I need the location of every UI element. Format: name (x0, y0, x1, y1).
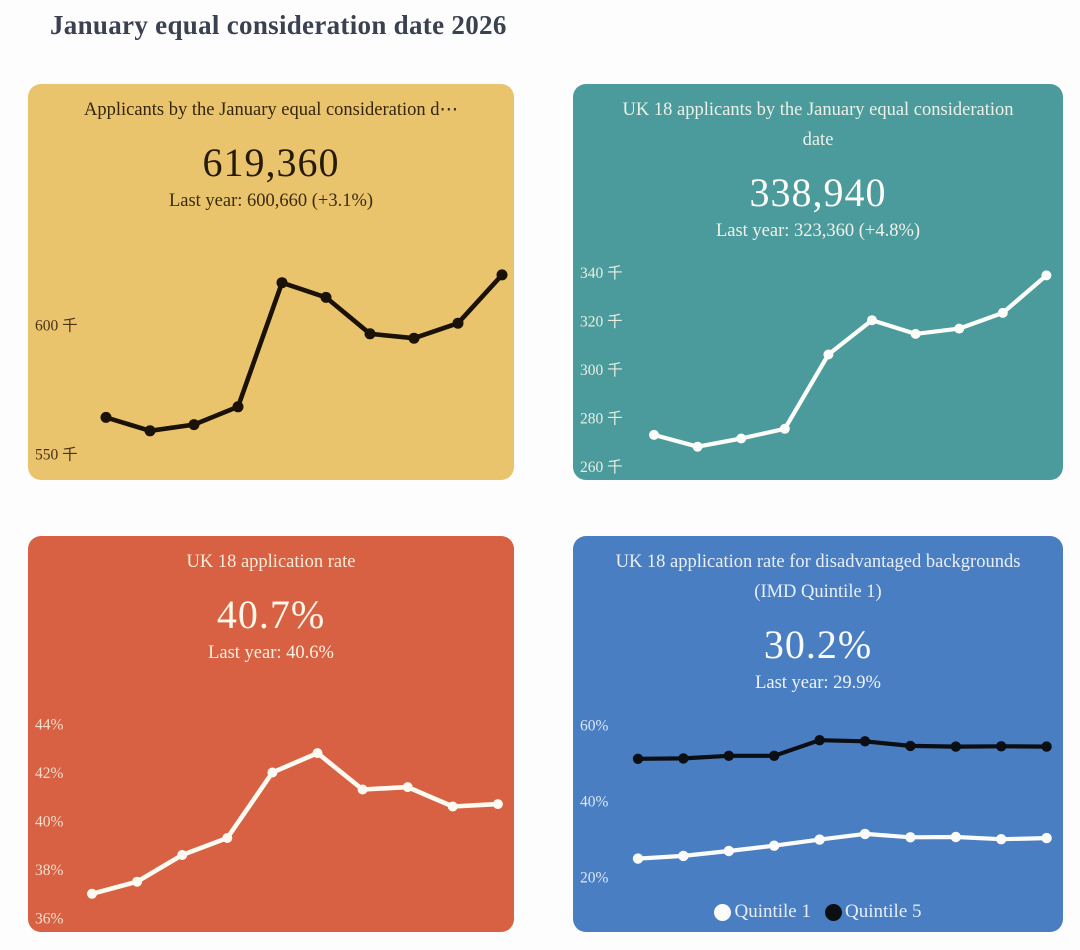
data-point (276, 277, 288, 289)
data-point (267, 767, 278, 778)
quintile1-dot-icon (714, 903, 732, 921)
data-point (823, 349, 834, 360)
data-point (402, 782, 413, 793)
y-tick-label: 550 千 (35, 446, 78, 464)
stat-value: 40.7% (216, 591, 326, 637)
data-point (905, 832, 916, 843)
y-tick-label: 42% (35, 765, 64, 782)
data-point (905, 740, 916, 752)
data-point (188, 419, 200, 431)
y-tick-label: 60% (580, 718, 609, 735)
card-title: Applicants by the January equal consider… (83, 100, 458, 120)
data-point (447, 801, 458, 812)
stat-card-applicants[interactable]: 600 千 550 千 Applicants by the January equ… (28, 84, 514, 480)
data-point (1041, 270, 1052, 281)
data-point (814, 735, 825, 746)
line-series (635, 738, 1049, 761)
uk18-applicants-line-chart: 340 千 320 千 300 千 280 千 260 千 (580, 264, 1052, 476)
data-point (723, 845, 734, 857)
data-point (910, 328, 921, 339)
data-point (954, 323, 965, 334)
card-title: UK 18 applicants by the January equal co… (622, 100, 1014, 150)
line-series (651, 273, 1049, 449)
data-point (769, 750, 780, 761)
data-point (312, 748, 323, 759)
stat-value: 338,940 (749, 169, 887, 215)
data-point (320, 291, 332, 303)
data-point (649, 429, 659, 440)
card-title: UK 18 application rate (186, 552, 356, 572)
last-year-label: Last year: 29.9% (755, 672, 881, 693)
y-tick-label: 36% (35, 911, 64, 928)
data-point (1041, 741, 1052, 752)
data-point (997, 307, 1008, 318)
uk18-rate-line-chart: 44% 42% 40% 38% 36% (35, 717, 503, 928)
stat-value: 619,360 (202, 139, 340, 185)
data-point (678, 850, 689, 862)
y-tick-label: 44% (35, 717, 64, 734)
data-point (950, 831, 961, 843)
legend-label: Quintile 1 (734, 901, 811, 922)
data-point (769, 840, 780, 851)
data-point (144, 425, 156, 437)
data-point (779, 423, 790, 434)
data-point (1041, 832, 1052, 844)
card-title: UK 18 application rate for disadvantaged… (615, 552, 1021, 602)
y-tick-label: 38% (35, 862, 64, 879)
data-point (177, 850, 188, 860)
data-point (996, 741, 1007, 752)
legend-item-quintile1: Quintile 1 (714, 901, 811, 923)
data-point (950, 741, 961, 752)
page-title: January equal consideration date 2026 (50, 10, 507, 40)
data-point (364, 328, 376, 340)
y-tick-label: 600 千 (35, 317, 78, 335)
last-year-label: Last year: 600,660 (+3.1%) (168, 190, 374, 211)
y-tick-label: 260 千 (580, 458, 623, 476)
data-point (814, 834, 825, 845)
imd-quintile-line-chart: 60% 40% 20% (580, 718, 1052, 886)
y-tick-label: 20% (580, 869, 609, 886)
data-point (723, 750, 734, 761)
line-series (89, 750, 501, 897)
data-point (632, 853, 644, 864)
data-point (452, 317, 464, 329)
y-tick-label: 40% (580, 793, 609, 810)
data-point (496, 269, 508, 281)
y-tick-label: 320 千 (580, 313, 623, 331)
last-year-label: Last year: 40.6% (208, 642, 334, 663)
stat-card-uk18-applicants[interactable]: 340 千 320 千 300 千 280 千 260 千 UK 18 applican… (573, 84, 1063, 480)
stat-card-imd-quintile1-rate[interactable]: 60% 40% 20% UK 18 application rate for dis… (573, 536, 1063, 932)
data-point (492, 799, 503, 810)
data-point (632, 753, 644, 764)
stat-card-uk18-rate[interactable]: 44% 42% 40% 38% 36% UK 18 application rate 4… (28, 536, 514, 932)
data-point (357, 784, 368, 795)
data-point (859, 828, 871, 840)
data-point (222, 833, 233, 843)
last-year-label: Last year: 323,360 (+4.8%) (715, 220, 921, 241)
data-point (736, 433, 747, 444)
y-tick-label: 340 千 (580, 264, 623, 282)
y-tick-label: 300 千 (580, 361, 623, 379)
data-point (408, 332, 420, 344)
legend-item-quintile5: Quintile 5 (825, 901, 922, 923)
data-point (87, 888, 97, 899)
line-series (103, 272, 505, 434)
quintile5-dot-icon (825, 903, 842, 921)
data-point (132, 876, 143, 887)
legend-label: Quintile 5 (845, 901, 922, 922)
y-tick-label: 280 千 (580, 409, 623, 427)
data-point (678, 753, 689, 764)
y-tick-label: 40% (35, 814, 64, 831)
stat-value: 30.2% (763, 621, 873, 667)
line-series (635, 831, 1049, 861)
data-point (859, 736, 871, 747)
data-point (996, 834, 1007, 845)
data-point (232, 401, 244, 413)
data-point (692, 441, 703, 452)
data-point (100, 411, 112, 423)
applicants-line-chart: 600 千 550 千 (35, 269, 508, 464)
chart-legend: Quintile 1 Quintile 5 (573, 901, 1063, 923)
data-point (867, 315, 877, 326)
